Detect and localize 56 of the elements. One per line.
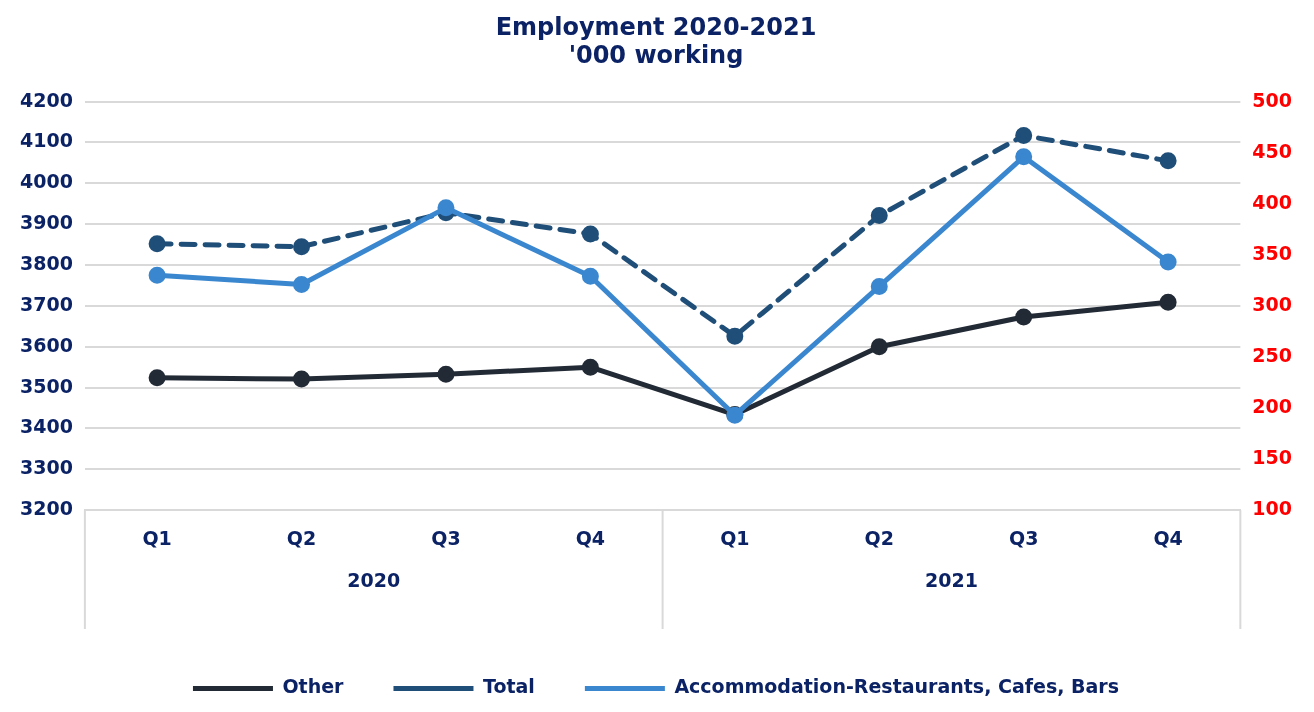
point xyxy=(293,238,311,256)
x-tick-label: Q1 xyxy=(142,526,172,549)
y2-tick-label: 450 xyxy=(1252,139,1293,162)
y-tick-label: 3700 xyxy=(19,292,73,315)
y-tick-label: 3300 xyxy=(19,456,73,479)
point xyxy=(148,369,166,387)
y2-tick-label: 100 xyxy=(1252,497,1293,520)
point xyxy=(1159,293,1177,311)
y-tick-label: 3800 xyxy=(19,251,73,274)
y-tick-label: 4100 xyxy=(19,129,73,152)
x-tick-label: Q3 xyxy=(431,526,461,549)
x-tick-label: Q2 xyxy=(864,526,894,549)
y2-tick-label: 250 xyxy=(1252,343,1293,366)
y2-tick-label: 300 xyxy=(1252,292,1293,315)
x-tick-label: Q4 xyxy=(575,526,606,549)
y-tick-label: 4000 xyxy=(19,170,73,193)
y-tick-label: 3200 xyxy=(19,497,73,520)
point xyxy=(437,199,455,217)
point xyxy=(726,327,744,345)
point xyxy=(1015,127,1033,145)
text: 2021 xyxy=(925,569,978,592)
x-tick-label: Q4 xyxy=(1153,526,1183,549)
point xyxy=(581,267,599,285)
y2-tick-label: 150 xyxy=(1252,446,1293,469)
point xyxy=(1159,152,1177,170)
y2-tick-label: 400 xyxy=(1252,190,1293,213)
y2-tick-label: 200 xyxy=(1252,394,1293,417)
y2-tick-label: 500 xyxy=(1252,88,1293,111)
point xyxy=(870,338,888,356)
y-tick-label: 3900 xyxy=(19,211,73,234)
point xyxy=(581,358,599,376)
point xyxy=(437,365,455,383)
legend-label: Accommodation-Restaurants, Cafes, Bars xyxy=(674,675,1120,698)
point xyxy=(581,225,599,243)
chart-title: Employment 2020-2021 xyxy=(495,12,817,41)
point xyxy=(1015,148,1033,166)
y2-tick-label: 350 xyxy=(1252,241,1293,264)
point xyxy=(1159,253,1177,271)
point xyxy=(870,207,888,225)
point xyxy=(148,235,166,253)
text: 2020 xyxy=(347,569,401,592)
y-tick-label: 3600 xyxy=(19,333,73,356)
y-tick-label: 3500 xyxy=(19,374,73,397)
chart-subtitle: '000 working xyxy=(568,41,744,70)
point xyxy=(870,277,888,295)
x-tick-label: Q1 xyxy=(720,526,750,549)
point xyxy=(148,266,166,284)
y-tick-label: 4200 xyxy=(19,88,73,111)
y-tick-label: 3400 xyxy=(19,415,73,438)
point xyxy=(293,275,311,293)
point xyxy=(293,370,311,388)
legend-label: Total xyxy=(482,675,535,698)
x-tick-label: Q3 xyxy=(1009,526,1039,549)
x-tick-label: Q2 xyxy=(286,526,317,549)
legend-label: Other xyxy=(282,675,345,698)
point xyxy=(1015,308,1033,326)
